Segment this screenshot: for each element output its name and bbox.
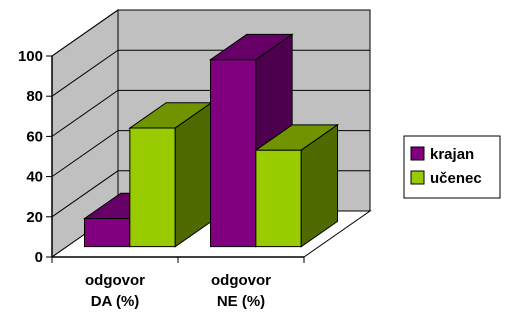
bar-učenec-0	[129, 127, 176, 248]
x-category-label: odgovor	[211, 272, 271, 289]
y-tick-label: 80	[26, 88, 43, 105]
bar-učenec-1	[255, 149, 302, 248]
y-tick-label: 100	[18, 48, 43, 65]
y-tick-label: 40	[26, 169, 43, 186]
y-tick-label: 0	[35, 249, 43, 266]
bar-krajan-1	[209, 59, 257, 248]
y-tick-label: 20	[26, 209, 43, 226]
legend-box	[403, 135, 501, 199]
x-category-label: odgovor	[85, 272, 145, 289]
bar-side-učenec-1	[300, 123, 339, 248]
legend-swatch-krajan	[410, 146, 425, 161]
gridline	[51, 9, 370, 57]
x-category-label: NE (%)	[217, 293, 265, 310]
legend-label-krajan: krajan	[430, 146, 474, 163]
bar-krajan-0	[83, 218, 131, 248]
bar-side-učenec-0	[174, 101, 213, 248]
y-tick-label: 60	[26, 128, 43, 145]
legend-label-učenec: učenec	[430, 170, 482, 187]
x-category-label: DA (%)	[91, 293, 140, 310]
legend-swatch-učenec	[410, 170, 425, 185]
